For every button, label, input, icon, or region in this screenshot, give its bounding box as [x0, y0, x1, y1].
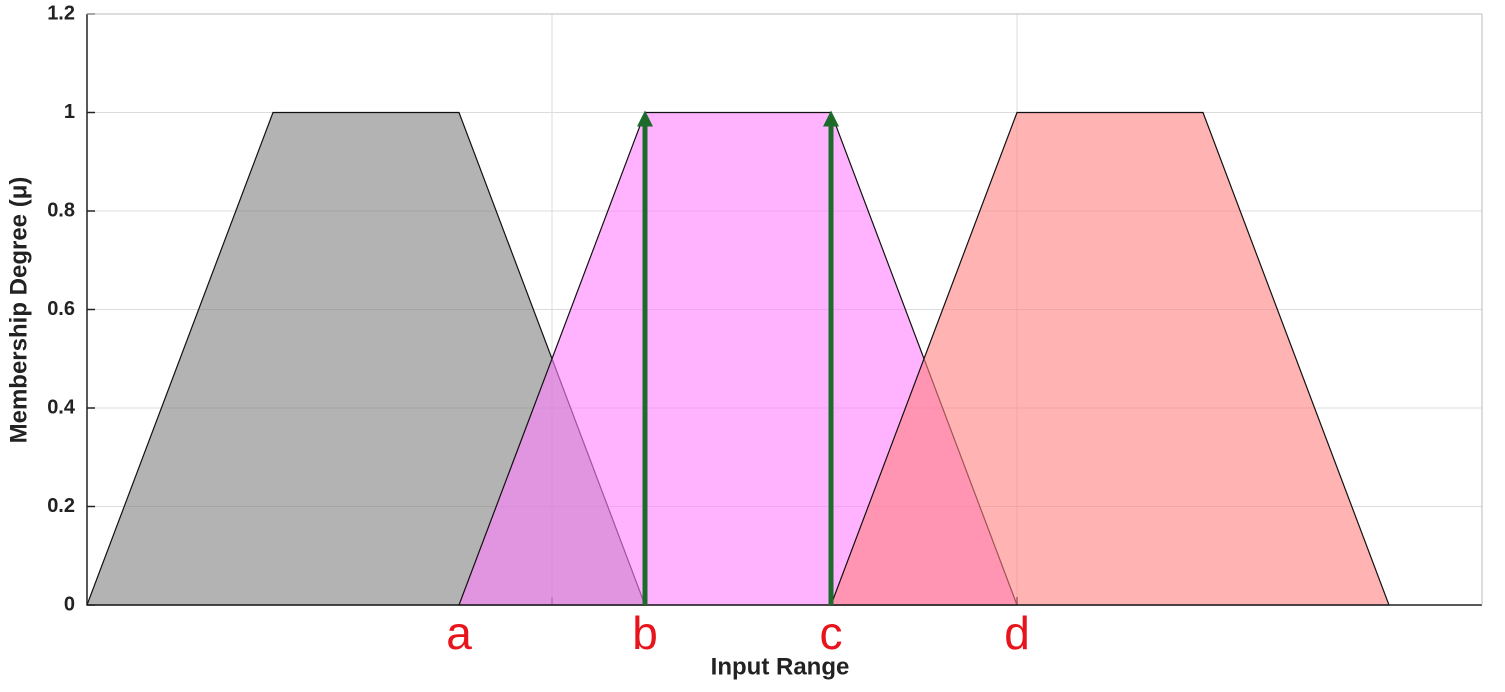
y-axis-label: Membership Degree (μ)	[5, 177, 32, 444]
y-tick-label: 1.2	[47, 2, 75, 24]
y-tick-label: 0.2	[47, 495, 75, 517]
y-tick-label: 1	[64, 101, 75, 123]
annotation: c	[820, 607, 843, 659]
y-tick-label: 0.6	[47, 298, 75, 320]
annotation: d	[1004, 607, 1030, 659]
arrow-head	[637, 110, 653, 127]
y-tick-label: 0	[64, 593, 75, 615]
y-tick-label: 0.4	[47, 396, 76, 418]
annotation: b	[632, 607, 658, 659]
arrow-head	[823, 110, 839, 127]
x-axis-label: Input Range	[711, 653, 850, 680]
annotation: a	[446, 607, 472, 659]
y-tick-label: 0.8	[47, 199, 75, 221]
